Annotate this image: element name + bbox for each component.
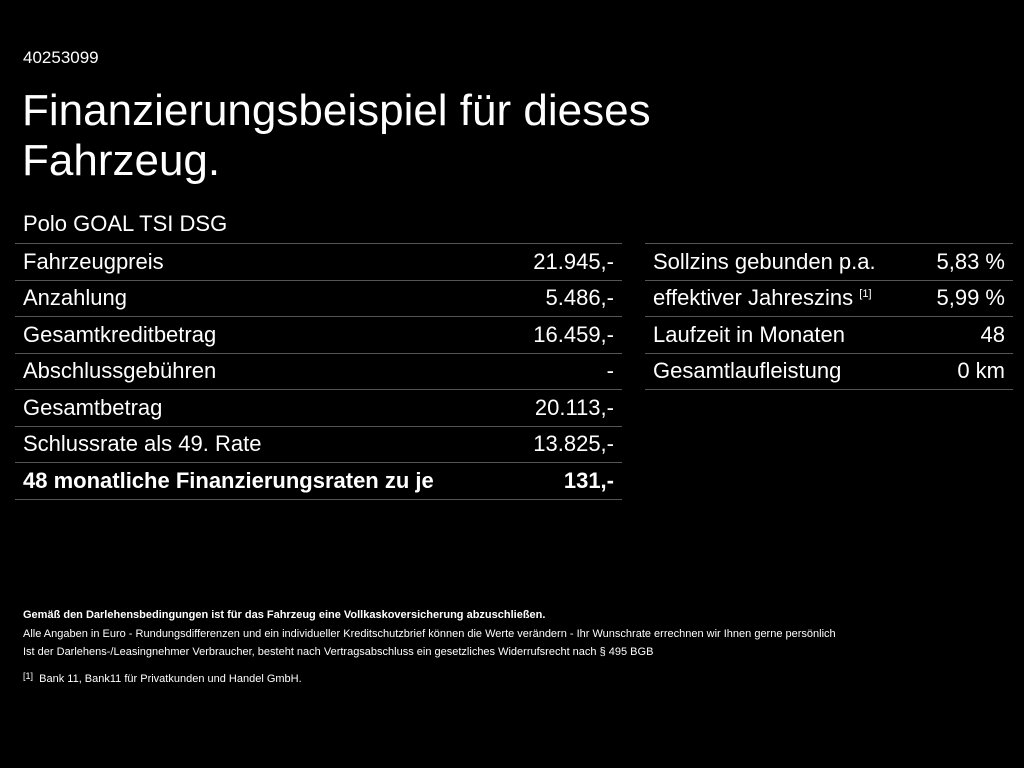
note-line: Alle Angaben in Euro - Rundungsdifferenz…	[23, 628, 836, 640]
insurance-note: Gemäß den Darlehensbedingungen ist für d…	[23, 609, 546, 621]
table-row: Sollzins gebunden p.a. 5,83 %	[645, 243, 1013, 281]
model-name: Polo GOAL TSI DSG	[23, 211, 228, 236]
vehicle-id: 40253099	[23, 48, 99, 67]
row-value: -	[509, 352, 622, 390]
row-label: Schlussrate als 49. Rate	[15, 425, 510, 463]
row-value: 13.825,-	[509, 425, 622, 463]
financing-table: Fahrzeugpreis 21.945,- Anzahlung 5.486,- G…	[15, 243, 622, 500]
monthly-rate-row: 48 monatliche Finanzierungsraten zu je 13…	[15, 462, 622, 500]
table-row: Anzahlung 5.486,-	[15, 279, 622, 317]
row-value: 131,-	[509, 462, 622, 500]
footnote-ref: [1]	[859, 288, 872, 301]
table-row: Laufzeit in Monaten 48	[645, 316, 1013, 354]
row-label: Gesamtlaufleistung	[645, 352, 917, 390]
row-value: 0 km	[916, 352, 1013, 390]
label-text: effektiver Jahreszins	[653, 285, 854, 311]
legal-notes: Gemäß den Darlehensbedingungen ist für d…	[23, 606, 836, 689]
page-title: Finanzierungsbeispiel für dieses Fahrzeu…	[22, 86, 651, 185]
row-label: Sollzins gebunden p.a.	[645, 243, 917, 281]
row-value: 20.113,-	[509, 389, 622, 427]
table-row: Fahrzeugpreis 21.945,-	[15, 243, 622, 281]
footnote-mark: [1]	[23, 671, 34, 681]
row-label: 48 monatliche Finanzierungsraten zu je	[15, 462, 510, 500]
table-row: Gesamtlaufleistung 0 km	[645, 352, 1013, 390]
row-label: Gesamtbetrag	[15, 389, 510, 427]
table-row: effektiver Jahreszins [1] 5,99 %	[645, 279, 1013, 317]
row-value: 5,99 %	[916, 279, 1013, 317]
row-label: Laufzeit in Monaten	[645, 316, 917, 354]
note-line: Ist der Darlehens-/Leasingnehmer Verbrau…	[23, 646, 654, 658]
table-row: Gesamtkreditbetrag 16.459,-	[15, 316, 622, 354]
row-value: 48	[916, 316, 1013, 354]
table-row: Gesamtbetrag 20.113,-	[15, 389, 622, 427]
row-label: Abschlussgebühren	[15, 352, 510, 390]
table-row: Abschlussgebühren -	[15, 352, 622, 390]
footnote: [1] Bank 11, Bank11 für Privatkunden und…	[23, 667, 836, 689]
row-label: Gesamtkreditbetrag	[15, 316, 510, 354]
footnote-text: Bank 11, Bank11 für Privatkunden und Han…	[39, 673, 302, 685]
interest-table: Sollzins gebunden p.a. 5,83 % effektiver …	[645, 243, 1013, 390]
row-value: 16.459,-	[509, 316, 622, 354]
row-value: 5.486,-	[509, 279, 622, 317]
table-row: Schlussrate als 49. Rate 13.825,-	[15, 425, 622, 463]
row-label: Anzahlung	[15, 279, 510, 317]
row-value: 21.945,-	[509, 243, 622, 281]
row-label: Fahrzeugpreis	[15, 243, 510, 281]
row-label: effektiver Jahreszins [1]	[645, 279, 917, 317]
row-value: 5,83 %	[916, 243, 1013, 281]
